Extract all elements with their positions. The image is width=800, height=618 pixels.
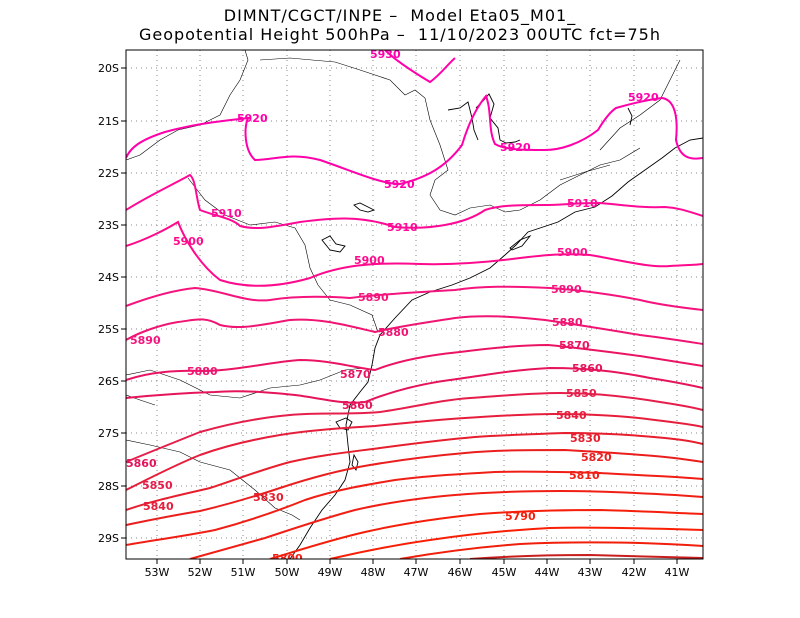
map-title-line-2: Geopotential Height 500hPa – 11/10/2023 … <box>138 25 661 44</box>
map-title-line-1: DIMNT/CGCT/INPE – Model Eta05_M01_ <box>223 6 577 25</box>
contour-lines <box>126 50 703 559</box>
contour-label: 5860 <box>572 362 603 375</box>
lon-tick-label: 50W <box>275 566 300 579</box>
contour-label: 5830 <box>253 491 284 504</box>
contour-label: 5820 <box>581 451 612 464</box>
lon-tick-label: 48W <box>361 566 386 579</box>
contour-label: 5910 <box>387 221 418 234</box>
grid <box>126 50 703 559</box>
lon-tick-label: 46W <box>448 566 473 579</box>
contour-label: 5870 <box>559 339 590 352</box>
lon-tick-label: 52W <box>188 566 213 579</box>
contour-label: 5850 <box>142 479 173 492</box>
contour-label: 5860 <box>342 399 373 412</box>
contour-label: 5910 <box>211 207 242 220</box>
contour-label: 5880 <box>552 316 583 329</box>
contour-label: 5870 <box>340 368 371 381</box>
latitude-labels: 20S 21S 22S 23S 24S 25S 26S 27S 28S 29S <box>98 62 119 545</box>
contour-label: 5850 <box>566 387 597 400</box>
lat-tick-label: 21S <box>98 115 119 128</box>
lat-tick-label: 27S <box>98 427 119 440</box>
lat-tick-label: 20S <box>98 62 119 75</box>
tick-marks <box>121 67 678 564</box>
contour-label: 5920 <box>628 91 659 104</box>
contour-label: 5830 <box>570 432 601 445</box>
contour-label: 5930 <box>370 48 401 61</box>
lon-tick-label: 42W <box>622 566 647 579</box>
contour-label: 5890 <box>130 334 161 347</box>
contour-label: 5790 <box>505 510 536 523</box>
contour-label: 5890 <box>551 283 582 296</box>
lon-tick-label: 53W <box>145 566 170 579</box>
contour-label: 5910 <box>567 197 598 210</box>
lon-tick-label: 44W <box>535 566 560 579</box>
contour-label: 5900 <box>354 254 385 267</box>
contour-label: 5800 <box>272 552 303 565</box>
contour-label: 5920 <box>384 178 415 191</box>
lat-tick-label: 25S <box>98 323 119 336</box>
contour-label: 5840 <box>143 500 174 513</box>
lat-tick-label: 23S <box>98 219 119 232</box>
contour-label: 5810 <box>569 469 600 482</box>
plot-frame <box>125 49 704 560</box>
lon-tick-label: 49W <box>318 566 343 579</box>
lat-tick-label: 22S <box>98 167 119 180</box>
contour-label: 5880 <box>187 365 218 378</box>
contour-label: 5900 <box>173 235 204 248</box>
contour-label: 5900 <box>557 246 588 259</box>
contour-label: 5920 <box>500 141 531 154</box>
lon-tick-label: 43W <box>578 566 603 579</box>
contour-label: 5920 <box>237 112 268 125</box>
lat-tick-label: 26S <box>98 375 119 388</box>
lon-tick-label: 51W <box>231 566 256 579</box>
lon-tick-label: 47W <box>404 566 429 579</box>
contour-labels: 5930 5920 5920 5920 5920 5910 5910 5910 … <box>126 48 659 565</box>
longitude-labels: 53W 52W 51W 50W 49W 48W 47W 46W 45W 44W … <box>145 566 690 579</box>
contour-label: 5840 <box>556 409 587 422</box>
lat-tick-label: 24S <box>98 271 119 284</box>
contour-label: 5860 <box>126 457 157 470</box>
lon-tick-label: 41W <box>665 566 690 579</box>
lat-tick-label: 29S <box>98 532 119 545</box>
lon-tick-label: 45W <box>492 566 517 579</box>
lat-tick-label: 28S <box>98 480 119 493</box>
contour-label: 5880 <box>378 326 409 339</box>
contour-label: 5890 <box>358 291 389 304</box>
